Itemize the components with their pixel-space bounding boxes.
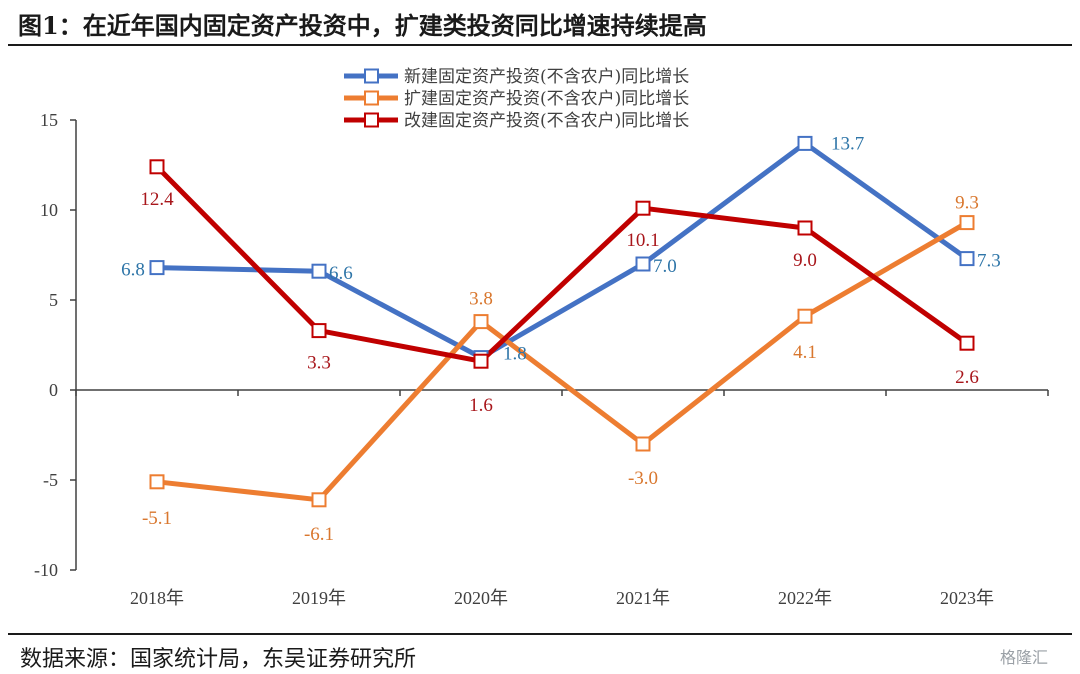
series-3-marker bbox=[635, 200, 651, 216]
series-3-marker bbox=[473, 353, 489, 369]
series-1-marker bbox=[311, 263, 327, 279]
series-2-marker bbox=[635, 436, 651, 452]
series-2-data-label: -6.1 bbox=[304, 524, 334, 545]
x-tick-label: 2019年 bbox=[292, 588, 346, 608]
series-3-data-label: 12.4 bbox=[140, 189, 174, 210]
y-tick-label: -10 bbox=[34, 560, 58, 580]
series-2-data-label: 3.8 bbox=[469, 289, 493, 310]
legend-marker-2 bbox=[364, 90, 379, 106]
series-3-marker bbox=[311, 323, 327, 339]
source-note: 数据来源：国家统计局，东吴证券研究所 bbox=[20, 647, 417, 672]
series-3-data-label: 1.6 bbox=[469, 395, 493, 416]
y-tick-label: 15 bbox=[40, 110, 58, 130]
source-rule bbox=[8, 633, 1072, 635]
series-1-data-label: 13.7 bbox=[831, 133, 864, 154]
y-tick-label: 10 bbox=[40, 200, 58, 220]
x-tick-label: 2022年 bbox=[778, 588, 832, 608]
series-line-3 bbox=[155, 165, 969, 364]
x-tick-label: 2023年 bbox=[940, 588, 994, 608]
x-tick-label: 2021年 bbox=[616, 588, 670, 608]
x-tick-label: 2020年 bbox=[454, 588, 508, 608]
series-3-marker bbox=[797, 220, 813, 236]
x-tick-label: 2018年 bbox=[130, 588, 184, 608]
series-2-data-label: -5.1 bbox=[142, 508, 172, 529]
series-1-marker bbox=[797, 135, 813, 151]
series-1-data-label: 7.3 bbox=[977, 251, 1001, 272]
legend-marker-1 bbox=[364, 68, 379, 84]
series-1-data-label: 6.8 bbox=[121, 260, 145, 281]
series-2-marker bbox=[149, 474, 165, 490]
series-2-data-label: 4.1 bbox=[793, 342, 817, 363]
chart-legend: 新建固定资产投资(不含农户)同比增长扩建固定资产投资(不含农户)同比增长改建固定… bbox=[344, 67, 689, 131]
series-2-data-label: 9.3 bbox=[955, 193, 979, 214]
series-1-marker bbox=[149, 260, 165, 276]
series-1-data-label: 1.8 bbox=[503, 344, 527, 365]
title-rule bbox=[8, 44, 1072, 46]
series-2-marker bbox=[797, 308, 813, 324]
chart-series bbox=[149, 135, 975, 508]
series-1-data-label: 6.6 bbox=[329, 263, 353, 284]
y-tick-label: 0 bbox=[49, 380, 58, 400]
series-1-marker bbox=[959, 251, 975, 267]
series-line-1 bbox=[156, 140, 969, 361]
figure-title: 图1：在近年国内固定资产投资中，扩建类投资同比增速持续提高 bbox=[18, 11, 707, 40]
legend-marker-3 bbox=[364, 112, 379, 128]
series-3-marker bbox=[149, 159, 165, 175]
data-labels: 6.8 6.6 1.8 7.0 13.7 7.3 -5.1 -6.1 3.8 -3.0 4.1 9.3… bbox=[121, 133, 1001, 544]
watermark-text: 格隆汇 bbox=[1000, 648, 1049, 667]
series-3-data-label: 2.6 bbox=[955, 367, 979, 388]
legend-label-2: 扩建固定资产投资(不含农户)同比增长 bbox=[404, 89, 689, 109]
y-tick-label: 5 bbox=[49, 290, 58, 310]
series-3-data-label: 10.1 bbox=[626, 230, 659, 251]
chart-axes: -10 -5 0 5 10 15 2018年 2019年 2020年 2021年 2022年 2023… bbox=[34, 110, 1049, 608]
series-2-data-label: -3.0 bbox=[628, 468, 658, 489]
series-2-marker bbox=[959, 215, 975, 231]
series-line-2 bbox=[156, 220, 969, 503]
series-3-marker bbox=[959, 335, 975, 351]
series-3-data-label: 9.0 bbox=[793, 250, 817, 271]
series-3-data-label: 3.3 bbox=[307, 353, 331, 374]
series-1-marker bbox=[635, 256, 651, 272]
y-tick-label: -5 bbox=[43, 470, 58, 490]
legend-label-1: 新建固定资产投资(不含农户)同比增长 bbox=[404, 67, 689, 87]
series-2-marker bbox=[311, 492, 327, 508]
series-2-marker bbox=[473, 314, 489, 330]
series-1-data-label: 7.0 bbox=[653, 256, 677, 277]
legend-label-3: 改建固定资产投资(不含农户)同比增长 bbox=[404, 111, 689, 131]
